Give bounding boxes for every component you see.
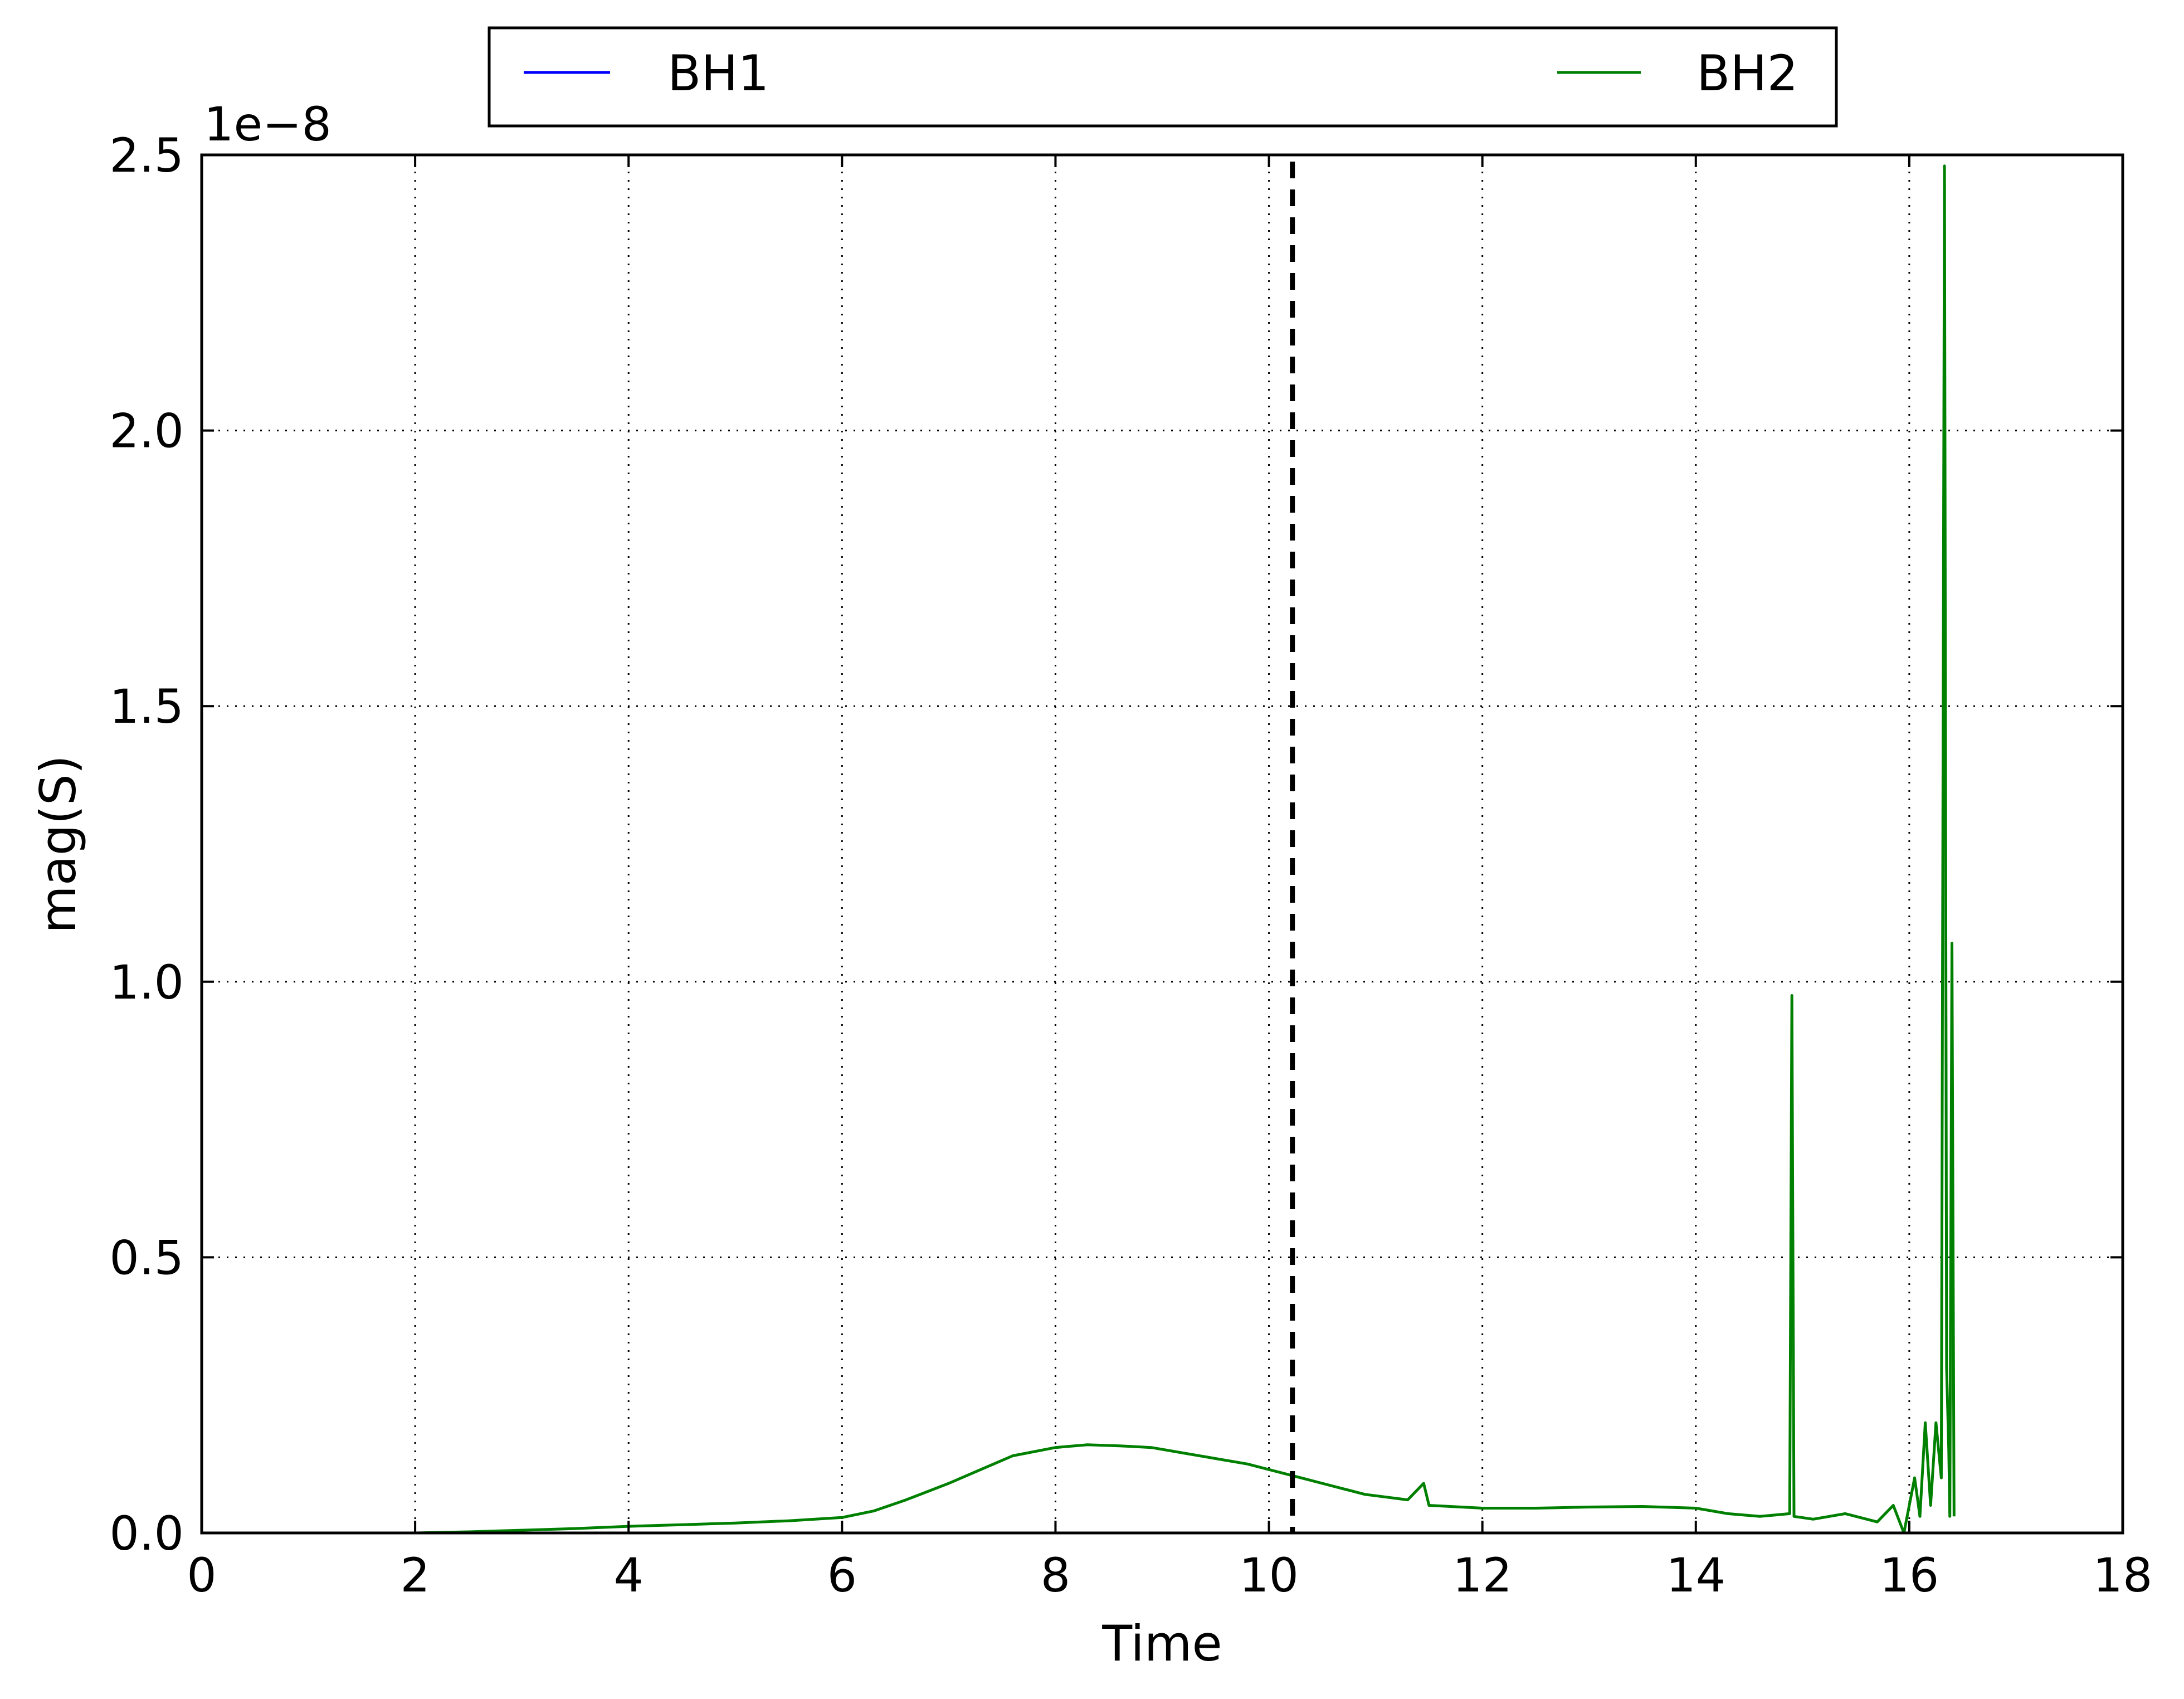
y-tick-label: 1.0 — [109, 955, 184, 1010]
plot-area — [202, 162, 1956, 1533]
x-tick-label: 12 — [1452, 1548, 1512, 1603]
x-tick-label: 6 — [827, 1548, 857, 1603]
x-tick-label: 18 — [2093, 1548, 2153, 1603]
y-offset-label: 1e−8 — [204, 97, 332, 152]
x-axis-label: Time — [1101, 1615, 1222, 1672]
legend-label-bh2: BH2 — [1696, 45, 1798, 102]
legend: BH1 BH2 — [488, 26, 1838, 128]
series-line-bh2 — [202, 164, 1956, 1533]
x-tick-label: 4 — [613, 1548, 643, 1603]
x-tick-label: 8 — [1041, 1548, 1070, 1603]
x-axis: 0 2 4 6 8 10 12 14 16 18 — [187, 155, 2152, 1603]
plot-frame — [200, 153, 2124, 1535]
legend-label-bh1: BH1 — [667, 45, 769, 102]
y-axis-label: mag(S) — [30, 755, 87, 933]
x-tick-label: 10 — [1239, 1548, 1299, 1603]
legend-box — [488, 26, 1838, 128]
x-tick-label: 14 — [1666, 1548, 1725, 1603]
y-tick-label: 0.5 — [109, 1230, 184, 1285]
y-tick-label: 2.5 — [109, 128, 184, 183]
x-tick-label: 0 — [187, 1548, 216, 1603]
x-tick-label: 16 — [1879, 1548, 1939, 1603]
x-tick-label: 2 — [400, 1548, 430, 1603]
y-tick-label: 1.5 — [109, 679, 184, 734]
y-tick-label: 0.0 — [109, 1506, 184, 1561]
y-tick-label: 2.0 — [109, 404, 184, 459]
y-axis: 0.0 0.5 1.0 1.5 2.0 2.5 — [109, 128, 2123, 1561]
